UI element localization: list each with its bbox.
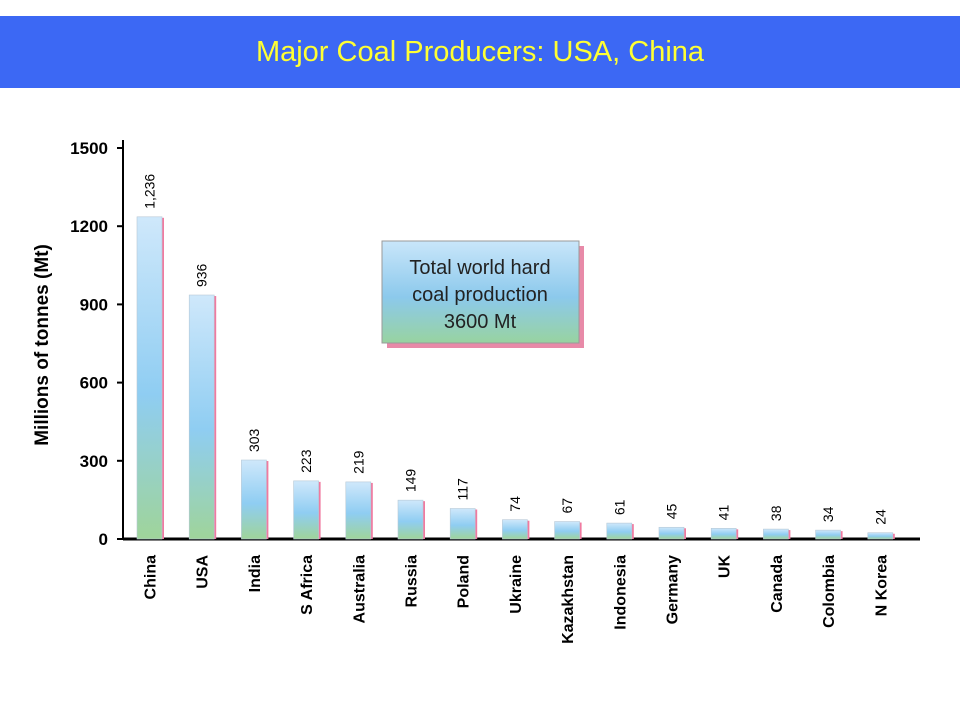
category-label: S Africa [299, 555, 316, 615]
bar-value-label: 34 [820, 506, 836, 522]
category-label: India [247, 555, 264, 592]
bar-value-label: 74 [507, 496, 523, 512]
y-axis-ticks: 0 300 600 900 1200 1500 [70, 139, 123, 549]
category-label: Kazakhstan [560, 555, 577, 644]
bar [606, 522, 633, 540]
bar [502, 519, 528, 540]
bar-value-label: 24 [872, 509, 888, 525]
y-tick-label: 1500 [70, 139, 108, 158]
bar [763, 528, 789, 540]
bar-value-label: 219 [350, 450, 366, 474]
bar-value-label: 61 [611, 499, 627, 515]
bar-value-label: 45 [664, 503, 680, 519]
bar [867, 532, 894, 540]
y-tick-label: 300 [80, 452, 108, 471]
bar [241, 459, 267, 540]
category-label: USA [195, 555, 212, 589]
bar [136, 216, 163, 540]
bar-value-label: 303 [246, 428, 262, 452]
bar [397, 499, 424, 540]
title-bar: Major Coal Producers: USA, China [0, 16, 960, 88]
annotation-line-3: 3600 Mt [444, 311, 517, 333]
annotation-line-2: coal production [412, 284, 548, 306]
bar [293, 480, 319, 540]
category-label: N Korea [873, 555, 890, 616]
y-tick-label: 600 [80, 374, 108, 393]
page-title: Major Coal Producers: USA, China [255, 35, 705, 68]
bar-value-label: 149 [403, 469, 419, 493]
category-labels-group: China USA India S Africa Australia Russia Pola… [143, 555, 891, 644]
bar-value-label: 38 [768, 505, 784, 521]
value-labels-group: 1,236 936 303 223 219 149 117 74 67 61 45 41 38 34 24 [142, 174, 889, 525]
annotation-box: Total world hard coal production 3600 Mt [381, 240, 584, 348]
bar [554, 521, 580, 540]
category-label: Australia [351, 555, 368, 624]
bar-value-label: 41 [716, 505, 732, 521]
category-label: Russia [404, 555, 421, 608]
bar [188, 294, 215, 540]
category-label: Poland [456, 555, 473, 608]
category-label: UK [717, 555, 734, 579]
bar-value-label: 936 [194, 263, 210, 287]
category-label: Germany [665, 555, 682, 624]
bar [815, 529, 841, 540]
bar-value-label: 117 [455, 478, 471, 501]
bar [449, 508, 476, 540]
y-tick-label: 900 [80, 295, 108, 314]
bar-value-label: 67 [559, 498, 575, 514]
bar-value-label: 223 [298, 449, 314, 473]
bar [345, 481, 372, 540]
category-label: Indonesia [612, 555, 629, 630]
category-label: Canada [769, 555, 786, 613]
bar [658, 526, 685, 540]
annotation-line-1: Total world hard [409, 257, 550, 279]
y-tick-label: 1200 [70, 217, 108, 236]
y-tick-label: 0 [99, 530, 108, 549]
bar [710, 528, 737, 540]
y-axis-title: Millions of tonnes (Mt) [32, 244, 53, 446]
category-label: Colombia [821, 555, 838, 628]
category-label: Ukraine [508, 555, 525, 614]
category-label: China [143, 555, 160, 600]
bar-value-label: 1,236 [142, 174, 158, 209]
bars-group [136, 216, 895, 540]
